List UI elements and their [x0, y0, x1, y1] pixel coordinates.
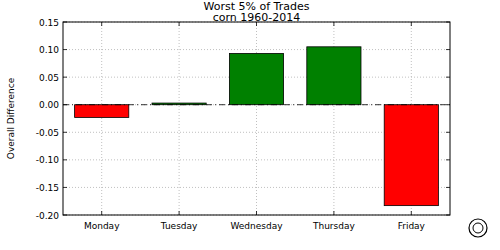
bar [307, 47, 361, 105]
tick [179, 22, 180, 26]
bar [229, 53, 283, 104]
tick-label: Wednesday [230, 221, 283, 231]
tick [63, 132, 67, 133]
tick [446, 49, 450, 50]
bars [75, 47, 439, 206]
tick-label: Thursday [312, 221, 356, 231]
tick-label: -0.20 [36, 211, 60, 221]
tick-label: 0.15 [39, 18, 59, 28]
tick-label: 0.10 [39, 45, 59, 55]
tick [63, 159, 67, 160]
grid-line [101, 22, 102, 215]
bar [384, 105, 438, 206]
tick [63, 187, 67, 188]
tick [446, 159, 450, 160]
tick [256, 22, 257, 26]
tick [446, 132, 450, 133]
zero-line [63, 104, 450, 105]
tick-label: 0.05 [39, 73, 59, 83]
logo [469, 219, 487, 237]
tick-label: -0.05 [36, 128, 59, 138]
tick-label: Friday [398, 221, 426, 231]
tick-label: -0.15 [36, 183, 59, 193]
tick [411, 211, 412, 215]
tick [446, 77, 450, 78]
tick [333, 211, 334, 215]
tick-label: -0.10 [36, 155, 60, 165]
tick [446, 187, 450, 188]
tick [63, 49, 67, 50]
tick [411, 22, 412, 26]
tick [101, 211, 102, 215]
tick-label: Monday [84, 221, 120, 231]
logo [473, 223, 483, 233]
tick [333, 22, 334, 26]
chart: Worst 5% of Tradescorn 1960-2014-0.20-0.… [0, 0, 500, 250]
plot-frame [63, 22, 450, 215]
grid-line [256, 22, 257, 215]
tick [256, 211, 257, 215]
grid-line [179, 22, 180, 215]
tick-label: 0.00 [39, 100, 59, 110]
axis-label: Overall Difference [6, 77, 16, 159]
bar [75, 105, 129, 118]
tick [101, 22, 102, 26]
tick [179, 211, 180, 215]
tick-label: Tuesday [160, 221, 198, 231]
tick [63, 77, 67, 78]
